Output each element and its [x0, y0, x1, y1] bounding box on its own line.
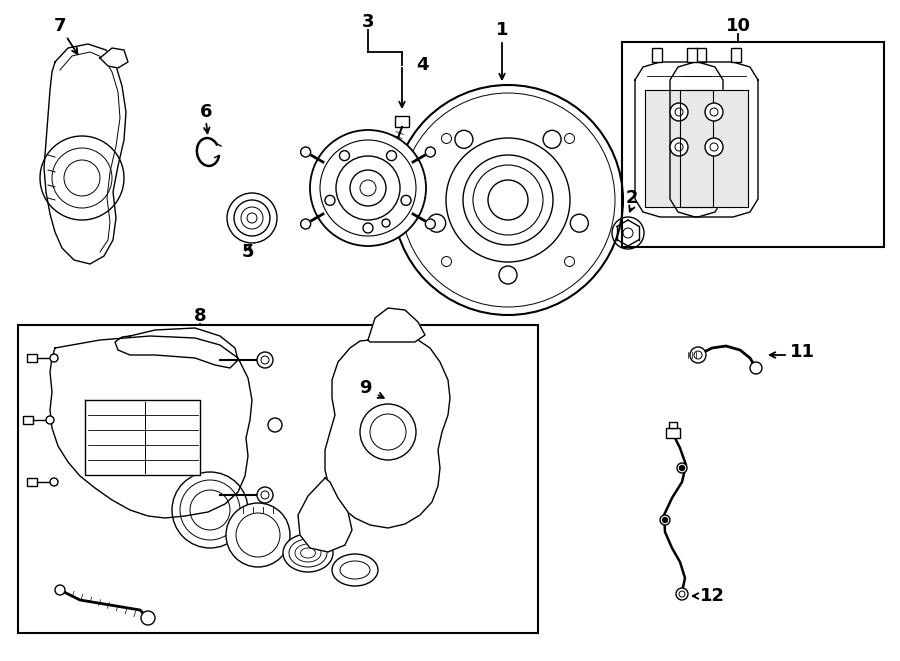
- Bar: [23, 416, 33, 424]
- Bar: [666, 428, 680, 438]
- Polygon shape: [645, 90, 713, 207]
- Text: 4: 4: [416, 56, 428, 74]
- Bar: [687, 48, 697, 62]
- Polygon shape: [325, 335, 450, 528]
- Circle shape: [55, 585, 65, 595]
- Circle shape: [670, 103, 688, 121]
- Bar: [622, 42, 884, 247]
- Polygon shape: [635, 62, 723, 217]
- Ellipse shape: [283, 534, 333, 572]
- Circle shape: [226, 503, 290, 567]
- Text: 2: 2: [626, 189, 638, 207]
- Circle shape: [301, 147, 310, 157]
- Circle shape: [426, 219, 436, 229]
- Text: 8: 8: [194, 307, 206, 325]
- Text: 12: 12: [700, 587, 725, 605]
- Polygon shape: [100, 48, 128, 68]
- Text: 3: 3: [362, 13, 374, 31]
- Polygon shape: [680, 90, 748, 207]
- Text: 6: 6: [200, 103, 212, 121]
- Polygon shape: [368, 308, 425, 342]
- Polygon shape: [50, 336, 252, 518]
- Text: 10: 10: [725, 17, 751, 35]
- Circle shape: [141, 611, 155, 625]
- Bar: [731, 48, 741, 62]
- Circle shape: [750, 362, 762, 374]
- Bar: [27, 354, 37, 362]
- Polygon shape: [44, 44, 126, 264]
- Circle shape: [426, 147, 436, 157]
- Text: 1: 1: [496, 21, 508, 39]
- Circle shape: [46, 416, 54, 424]
- Circle shape: [705, 138, 723, 156]
- Circle shape: [670, 138, 688, 156]
- Circle shape: [705, 103, 723, 121]
- Circle shape: [676, 588, 688, 600]
- Circle shape: [257, 487, 273, 503]
- Circle shape: [310, 130, 426, 246]
- Circle shape: [172, 472, 248, 548]
- Polygon shape: [115, 328, 238, 368]
- Text: 5: 5: [242, 243, 254, 261]
- Circle shape: [677, 463, 687, 473]
- Polygon shape: [85, 400, 200, 475]
- Text: 9: 9: [359, 379, 372, 397]
- Bar: [652, 48, 662, 62]
- Circle shape: [690, 347, 706, 363]
- Polygon shape: [298, 478, 352, 552]
- Bar: [27, 478, 37, 486]
- Bar: [669, 422, 677, 428]
- Circle shape: [680, 465, 685, 471]
- Circle shape: [268, 418, 282, 432]
- Circle shape: [660, 515, 670, 525]
- Circle shape: [257, 352, 273, 368]
- Ellipse shape: [332, 554, 378, 586]
- Circle shape: [50, 478, 58, 486]
- Bar: [696, 48, 706, 62]
- Text: 7: 7: [54, 17, 67, 35]
- Circle shape: [301, 219, 310, 229]
- Bar: [18, 325, 538, 633]
- Circle shape: [50, 354, 58, 362]
- Text: 11: 11: [790, 343, 815, 361]
- Bar: [395, 116, 409, 127]
- Polygon shape: [670, 62, 758, 217]
- Circle shape: [662, 518, 668, 522]
- Circle shape: [227, 193, 277, 243]
